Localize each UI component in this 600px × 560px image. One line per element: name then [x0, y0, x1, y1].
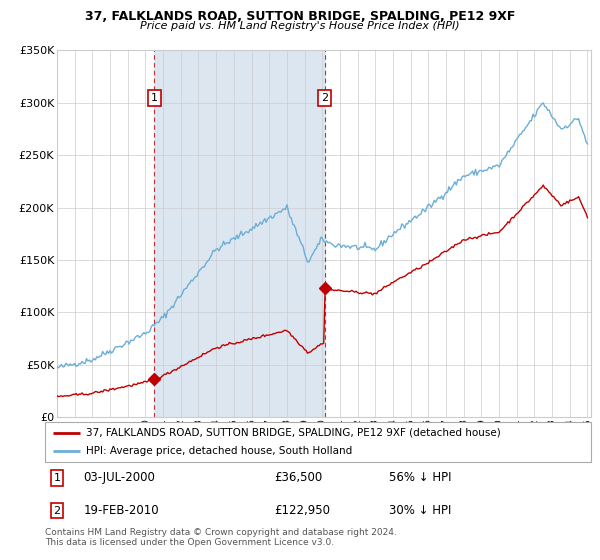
- Text: Price paid vs. HM Land Registry's House Price Index (HPI): Price paid vs. HM Land Registry's House …: [140, 21, 460, 31]
- Text: This data is licensed under the Open Government Licence v3.0.: This data is licensed under the Open Gov…: [45, 538, 334, 547]
- Text: 1: 1: [53, 473, 61, 483]
- Text: 37, FALKLANDS ROAD, SUTTON BRIDGE, SPALDING, PE12 9XF (detached house): 37, FALKLANDS ROAD, SUTTON BRIDGE, SPALD…: [86, 428, 500, 437]
- Bar: [154, 50, 325, 417]
- Text: £36,500: £36,500: [274, 471, 323, 484]
- Text: 03-JUL-2000: 03-JUL-2000: [83, 471, 155, 484]
- Text: 1: 1: [151, 93, 158, 103]
- Text: £122,950: £122,950: [274, 504, 331, 517]
- Text: 19-FEB-2010: 19-FEB-2010: [83, 504, 159, 517]
- Text: 37, FALKLANDS ROAD, SUTTON BRIDGE, SPALDING, PE12 9XF: 37, FALKLANDS ROAD, SUTTON BRIDGE, SPALD…: [85, 10, 515, 23]
- Text: 2: 2: [321, 93, 328, 103]
- Text: 2: 2: [53, 506, 61, 516]
- Text: HPI: Average price, detached house, South Holland: HPI: Average price, detached house, Sout…: [86, 446, 352, 456]
- Text: 30% ↓ HPI: 30% ↓ HPI: [389, 504, 451, 517]
- Text: Contains HM Land Registry data © Crown copyright and database right 2024.: Contains HM Land Registry data © Crown c…: [45, 528, 397, 536]
- Text: 56% ↓ HPI: 56% ↓ HPI: [389, 471, 451, 484]
